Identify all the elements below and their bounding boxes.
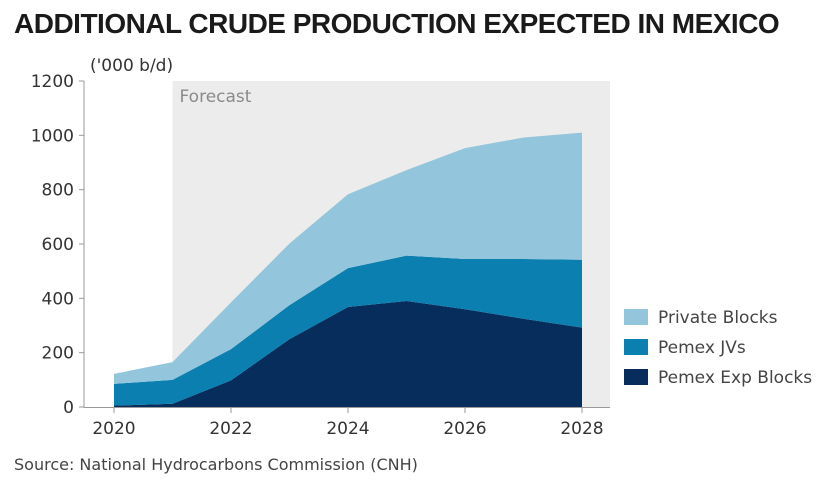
y-axis-unit-label: ('000 b/d) bbox=[90, 56, 173, 76]
legend-label-pemex-exp-blocks: Pemex Exp Blocks bbox=[658, 368, 812, 388]
x-tick-label: 2024 bbox=[326, 419, 369, 439]
x-tick-label: 2028 bbox=[560, 419, 603, 439]
area-private-blocks bbox=[114, 132, 582, 384]
y-tick-label: 1000 bbox=[31, 126, 74, 146]
x-tick-label: 2022 bbox=[209, 419, 252, 439]
y-tick-label: 600 bbox=[42, 235, 74, 255]
legend-swatch-pemex-jvs bbox=[624, 339, 648, 355]
y-tick-label: 400 bbox=[42, 289, 74, 309]
x-tick-label: 2026 bbox=[443, 419, 486, 439]
y-tick-label: 800 bbox=[42, 181, 74, 201]
area-pemex-jvs bbox=[114, 255, 582, 406]
legend-label-pemex-jvs: Pemex JVs bbox=[658, 338, 746, 358]
legend-swatch-private-blocks bbox=[624, 309, 648, 325]
y-tick-label: 1200 bbox=[31, 72, 74, 92]
legend-swatch-pemex-exp-blocks bbox=[624, 369, 648, 385]
chart-title: ADDITIONAL CRUDE PRODUCTION EXPECTED IN … bbox=[14, 8, 780, 39]
x-tick-label: 2020 bbox=[92, 419, 135, 439]
y-tick-label: 200 bbox=[42, 344, 74, 364]
legend-label-private-blocks: Private Blocks bbox=[658, 308, 778, 328]
forecast-label: Forecast bbox=[180, 87, 252, 107]
chart-source: Source: National Hydrocarbons Commission… bbox=[14, 455, 418, 474]
y-tick-label: 0 bbox=[63, 398, 74, 418]
area-pemex-exp-blocks bbox=[114, 301, 582, 407]
